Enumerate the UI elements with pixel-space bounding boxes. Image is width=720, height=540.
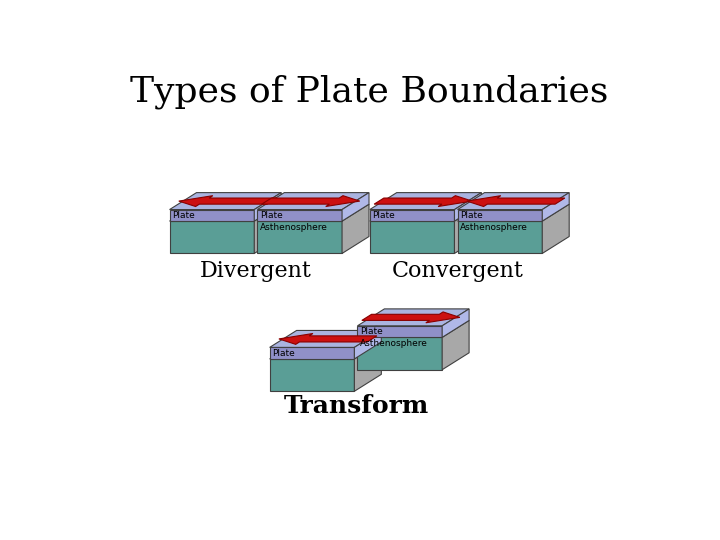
Polygon shape [542, 204, 570, 253]
Polygon shape [257, 193, 369, 210]
Polygon shape [370, 221, 454, 253]
Polygon shape [370, 193, 482, 210]
Polygon shape [354, 342, 382, 392]
Polygon shape [262, 195, 360, 206]
Polygon shape [270, 347, 354, 359]
Text: Plate: Plate [172, 211, 194, 220]
Text: Convergent: Convergent [392, 260, 523, 282]
Polygon shape [442, 309, 469, 338]
Text: Asthenosphere: Asthenosphere [460, 222, 528, 232]
Polygon shape [467, 195, 564, 206]
Polygon shape [257, 210, 342, 221]
Polygon shape [254, 193, 282, 221]
Polygon shape [170, 204, 282, 221]
Polygon shape [179, 195, 276, 206]
Polygon shape [362, 312, 460, 323]
Polygon shape [342, 193, 369, 221]
Polygon shape [342, 204, 369, 253]
Text: Asthenosphere: Asthenosphere [360, 339, 428, 348]
Polygon shape [457, 193, 570, 210]
Polygon shape [354, 330, 382, 359]
Polygon shape [357, 309, 469, 326]
Text: Plate: Plate [272, 349, 294, 358]
Text: Types of Plate Boundaries: Types of Plate Boundaries [130, 75, 608, 109]
Text: Plate: Plate [260, 211, 282, 220]
Polygon shape [442, 320, 469, 370]
Polygon shape [374, 195, 472, 206]
Polygon shape [457, 221, 542, 253]
Polygon shape [270, 330, 382, 347]
Polygon shape [370, 210, 454, 221]
Polygon shape [457, 204, 570, 221]
Polygon shape [257, 221, 342, 253]
Polygon shape [257, 204, 369, 221]
Polygon shape [542, 193, 570, 221]
Text: Plate: Plate [372, 211, 395, 220]
Text: Transform: Transform [283, 394, 428, 417]
Polygon shape [170, 210, 254, 221]
Text: Divergent: Divergent [200, 260, 312, 282]
Polygon shape [170, 221, 254, 253]
Polygon shape [454, 193, 482, 221]
Polygon shape [270, 342, 382, 359]
Polygon shape [279, 334, 377, 345]
Polygon shape [357, 320, 469, 338]
Polygon shape [457, 210, 542, 221]
Polygon shape [270, 359, 354, 392]
Polygon shape [170, 193, 282, 210]
Text: Plate: Plate [460, 211, 482, 220]
Text: Plate: Plate [360, 327, 382, 336]
Text: Asthenosphere: Asthenosphere [260, 222, 328, 232]
Polygon shape [454, 204, 482, 253]
Polygon shape [357, 338, 442, 370]
Polygon shape [357, 326, 442, 338]
Polygon shape [370, 204, 482, 221]
Polygon shape [254, 204, 282, 253]
